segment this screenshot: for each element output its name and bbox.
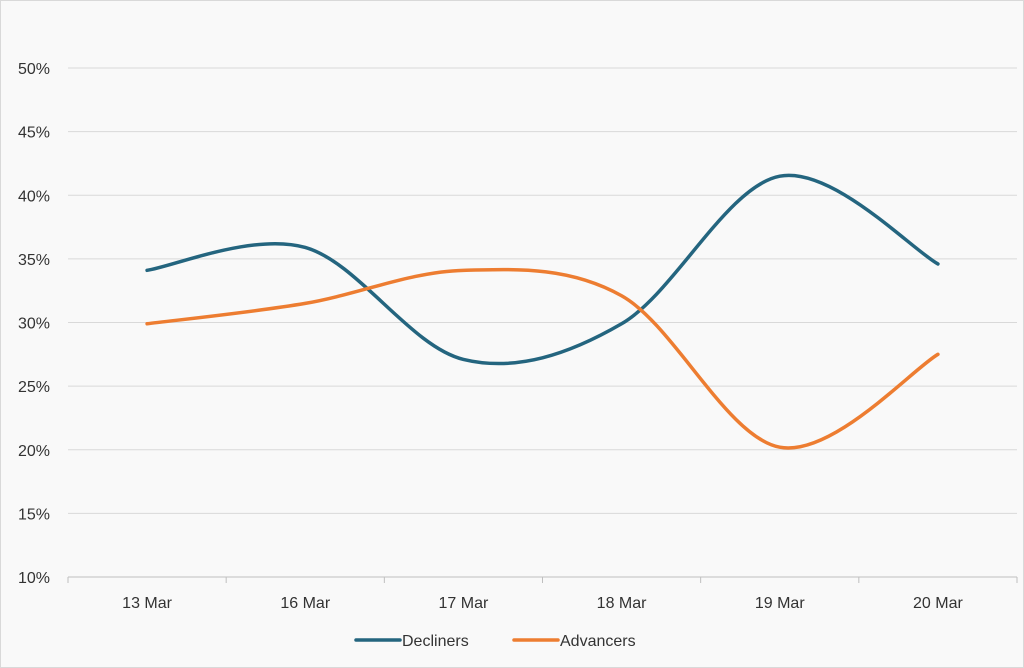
x-tick-label: 18 Mar [597,595,647,612]
y-tick-label: 30% [18,316,50,333]
y-tick-label: 45% [18,125,50,142]
y-tick-label: 15% [18,506,50,523]
x-tick-label: 16 Mar [280,595,330,612]
legend: Decliners Advancers [354,633,636,650]
x-tick-label: 20 Mar [913,595,963,612]
x-tick-label: 13 Mar [122,595,172,612]
legend-label: Advancers [560,633,636,650]
y-tick-label: 20% [18,443,50,460]
legend-label: Decliners [402,633,469,650]
x-tick-label: 17 Mar [439,595,489,612]
gridlines [68,67,1017,514]
x-tick-label: 19 Mar [755,595,805,612]
y-axis-tick-labels: 10% 15% 20% 25% 30% 35% 40% 45% 50% [18,61,50,587]
series-line-advancers [145,267,940,450]
series-line-decliners [145,173,940,366]
y-tick-label: 35% [18,252,50,269]
x-axis-tick-labels: 13 Mar 16 Mar 17 Mar 18 Mar 19 Mar 20 Mar [122,595,963,612]
y-tick-label: 25% [18,379,50,396]
y-tick-label: 40% [18,188,50,205]
y-tick-label: 50% [18,61,50,78]
x-axis [67,576,1018,583]
series-lines [145,173,940,450]
y-tick-label: 10% [18,570,50,587]
